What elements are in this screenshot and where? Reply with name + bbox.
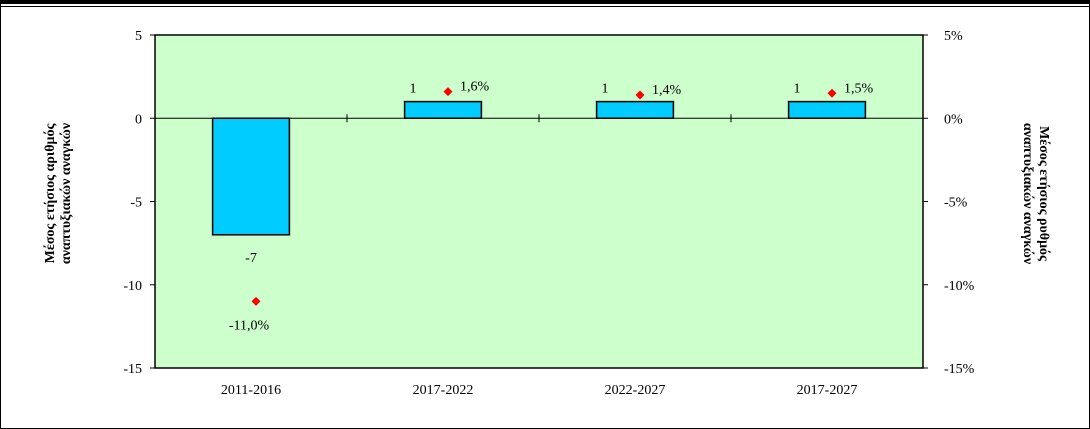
y-left-tick-label: 5 — [135, 29, 142, 44]
point-value-label: 1,5% — [844, 81, 874, 96]
y-right-tick-label: -15% — [944, 362, 975, 377]
y-right-axis-title-line: Μέσος ετήσιος ρυθμός — [1036, 126, 1051, 262]
top-border-thick — [0, 0, 1090, 4]
bar-value-label: 1 — [794, 82, 801, 97]
point-value-label: 1,4% — [652, 83, 682, 98]
y-left-axis-title-line: Μέσος ετήσιος αριθμός — [43, 123, 58, 264]
y-right-tick-label: -10% — [944, 279, 975, 294]
bar-value-label: -7 — [245, 251, 257, 266]
point-marker — [635, 90, 645, 100]
point-marker — [827, 88, 837, 98]
y-left-axis-title-line: αναπτυξιακών αναγκών — [59, 122, 74, 264]
point-value-label: -11,0% — [229, 318, 270, 333]
bar — [787, 100, 867, 119]
bar-value-label: 1 — [602, 82, 609, 97]
y-left-tick-label: -5 — [130, 196, 142, 211]
ticks: 5 0 -5 -10 -15 5% 0% -5% -10% -15% 2011-2016 2017-2… — [123, 29, 974, 398]
y-right-tick-label: -5% — [944, 196, 968, 211]
x-tick-label: 2011-2016 — [221, 383, 281, 398]
points — [251, 87, 837, 306]
bar — [595, 100, 675, 119]
y-right-axis-title-line: αναπτυξιακών αναγκών — [1020, 123, 1035, 265]
labels: -7 1 1 1 -11,0% 1,6% 1,4% 1,5% — [229, 80, 874, 334]
x-tick-label: 2017-2022 — [413, 383, 474, 398]
top-border-thin — [0, 6, 1090, 7]
y-left-axis-title: Μέσος ετήσιος αριθμόςαναπτυξιακών αναγκώ… — [43, 122, 74, 264]
point-value-label: 1,6% — [460, 80, 490, 95]
y-right-axis-title: Μέσος ετήσιος ρυθμόςαναπτυξιακών αναγκών — [1020, 123, 1051, 265]
x-tick-label: 2022-2027 — [605, 383, 666, 398]
y-left-tick-label: -15 — [123, 362, 142, 377]
y-left-tick-label: -10 — [123, 279, 142, 294]
bar-value-label: 1 — [410, 82, 417, 97]
y-left-tick-label: 0 — [135, 112, 142, 127]
bars — [211, 100, 867, 236]
axis-titles: Μέσος ετήσιος αριθμόςαναπτυξιακών αναγκώ… — [43, 122, 1051, 265]
y-right-tick-label: 0% — [944, 112, 963, 127]
bar — [211, 117, 291, 236]
bar — [403, 100, 483, 119]
point-marker — [251, 296, 261, 306]
y-right-tick-label: 5% — [944, 29, 963, 44]
point-marker — [443, 87, 453, 97]
x-tick-label: 2017-2027 — [797, 383, 858, 398]
